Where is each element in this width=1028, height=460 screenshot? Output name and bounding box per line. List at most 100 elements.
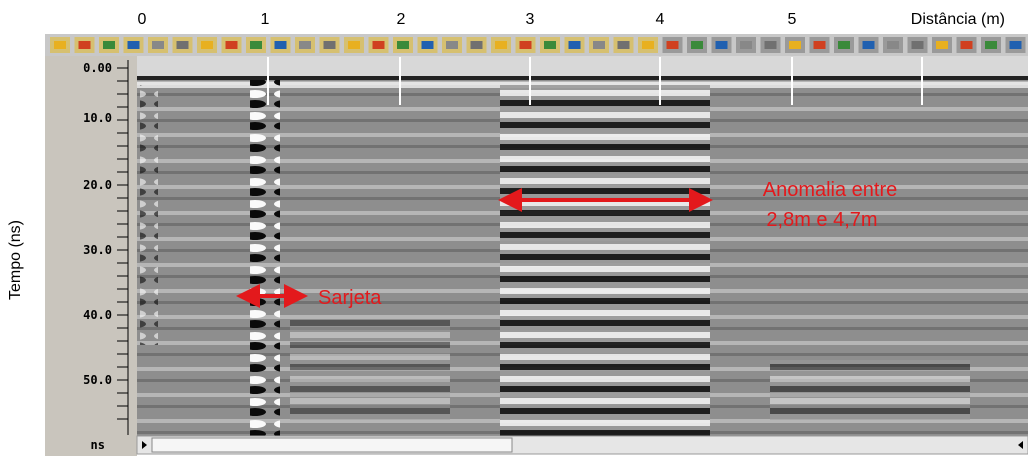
- button-icon[interactable]: [593, 41, 605, 49]
- toolbar-button[interactable]: [859, 37, 879, 53]
- button-icon[interactable]: [667, 41, 679, 49]
- button-icon[interactable]: [691, 41, 703, 49]
- toolbar-button[interactable]: [761, 37, 781, 53]
- button-icon[interactable]: [863, 41, 875, 49]
- radargram: [137, 56, 1028, 436]
- button-icon[interactable]: [789, 41, 801, 49]
- button-icon[interactable]: [177, 41, 189, 49]
- toolbar-button[interactable]: [173, 37, 193, 53]
- button-icon[interactable]: [1010, 41, 1022, 49]
- distance-label: 3: [526, 11, 535, 28]
- button-icon[interactable]: [495, 41, 507, 49]
- button-icon[interactable]: [520, 41, 532, 49]
- time-label: 40.0: [83, 308, 112, 322]
- button-icon[interactable]: [936, 41, 948, 49]
- toolbar-button[interactable]: [663, 37, 683, 53]
- button-icon[interactable]: [54, 41, 66, 49]
- toolbar-button[interactable]: [50, 37, 70, 53]
- time-label: 20.0: [83, 178, 112, 192]
- button-icon[interactable]: [961, 41, 973, 49]
- button-icon[interactable]: [985, 41, 997, 49]
- button-icon[interactable]: [128, 41, 140, 49]
- button-icon[interactable]: [912, 41, 924, 49]
- button-icon[interactable]: [642, 41, 654, 49]
- toolbar-button[interactable]: [712, 37, 732, 53]
- anomaly-label: Anomalia entre: [763, 179, 898, 201]
- button-icon[interactable]: [544, 41, 556, 49]
- button-icon[interactable]: [152, 41, 164, 49]
- toolbar-button[interactable]: [295, 37, 315, 53]
- distance-label: 0: [138, 11, 147, 28]
- toolbar-button[interactable]: [222, 37, 242, 53]
- scroll-thumb[interactable]: [152, 438, 512, 452]
- button-icon[interactable]: [618, 41, 630, 49]
- toolbar-button[interactable]: [442, 37, 462, 53]
- toolbar-button[interactable]: [589, 37, 609, 53]
- button-icon[interactable]: [446, 41, 458, 49]
- distance-title: Distância (m): [911, 11, 1005, 28]
- distance-axis: 0 1 2 3 4 5 Distância (m): [138, 11, 1005, 28]
- toolbar-button[interactable]: [197, 37, 217, 53]
- toolbar-button[interactable]: [344, 37, 364, 53]
- toolbar-button[interactable]: [540, 37, 560, 53]
- distance-label: 1: [261, 11, 270, 28]
- button-icon[interactable]: [275, 41, 287, 49]
- distance-label: 4: [656, 11, 665, 28]
- button-icon[interactable]: [814, 41, 826, 49]
- toolbar-button[interactable]: [883, 37, 903, 53]
- toolbar-button[interactable]: [736, 37, 756, 53]
- toolbar-button[interactable]: [467, 37, 487, 53]
- toolbar-button[interactable]: [932, 37, 952, 53]
- button-icon[interactable]: [324, 41, 336, 49]
- button-icon[interactable]: [250, 41, 262, 49]
- toolbar-button[interactable]: [148, 37, 168, 53]
- toolbar-button[interactable]: [369, 37, 389, 53]
- toolbar-button[interactable]: [687, 37, 707, 53]
- button-icon[interactable]: [397, 41, 409, 49]
- toolbar-button[interactable]: [638, 37, 658, 53]
- button-icon[interactable]: [79, 41, 91, 49]
- toolbar-button[interactable]: [99, 37, 119, 53]
- button-icon[interactable]: [373, 41, 385, 49]
- toolbar-button[interactable]: [565, 37, 585, 53]
- button-icon[interactable]: [299, 41, 311, 49]
- button-icon[interactable]: [716, 41, 728, 49]
- anomaly-label: 2,8m e 4,7m: [766, 209, 877, 231]
- toolbar-button[interactable]: [418, 37, 438, 53]
- button-icon[interactable]: [569, 41, 581, 49]
- toolbar-button[interactable]: [1006, 37, 1026, 53]
- toolbar-button[interactable]: [516, 37, 536, 53]
- toolbar-button[interactable]: [491, 37, 511, 53]
- toolbar-button[interactable]: [246, 37, 266, 53]
- button-icon[interactable]: [740, 41, 752, 49]
- time-label: 10.0: [83, 111, 112, 125]
- distance-label: 5: [788, 11, 797, 28]
- time-label: 0.00: [83, 61, 112, 75]
- button-icon[interactable]: [765, 41, 777, 49]
- toolbar-button[interactable]: [271, 37, 291, 53]
- toolbar-button[interactable]: [957, 37, 977, 53]
- distance-label: 2: [397, 11, 406, 28]
- time-label: 30.0: [83, 243, 112, 257]
- toolbar-button[interactable]: [614, 37, 634, 53]
- toolbar-button[interactable]: [124, 37, 144, 53]
- button-icon[interactable]: [226, 41, 238, 49]
- toolbar-button[interactable]: [908, 37, 928, 53]
- time-title: Tempo (ns): [7, 220, 24, 300]
- button-icon[interactable]: [348, 41, 360, 49]
- button-icon[interactable]: [471, 41, 483, 49]
- toolbar-button[interactable]: [75, 37, 95, 53]
- toolbar-button[interactable]: [785, 37, 805, 53]
- button-icon[interactable]: [838, 41, 850, 49]
- toolbar-button[interactable]: [834, 37, 854, 53]
- toolbar-button[interactable]: [981, 37, 1001, 53]
- time-label: 50.0: [83, 373, 112, 387]
- screenshot: 0 1 2 3 4 5 Distância (m) 0.00 10.0 20.0…: [0, 0, 1028, 460]
- button-icon[interactable]: [103, 41, 115, 49]
- button-icon[interactable]: [422, 41, 434, 49]
- toolbar-button[interactable]: [393, 37, 413, 53]
- toolbar-button[interactable]: [320, 37, 340, 53]
- button-icon[interactable]: [887, 41, 899, 49]
- button-icon[interactable]: [201, 41, 213, 49]
- toolbar-button[interactable]: [810, 37, 830, 53]
